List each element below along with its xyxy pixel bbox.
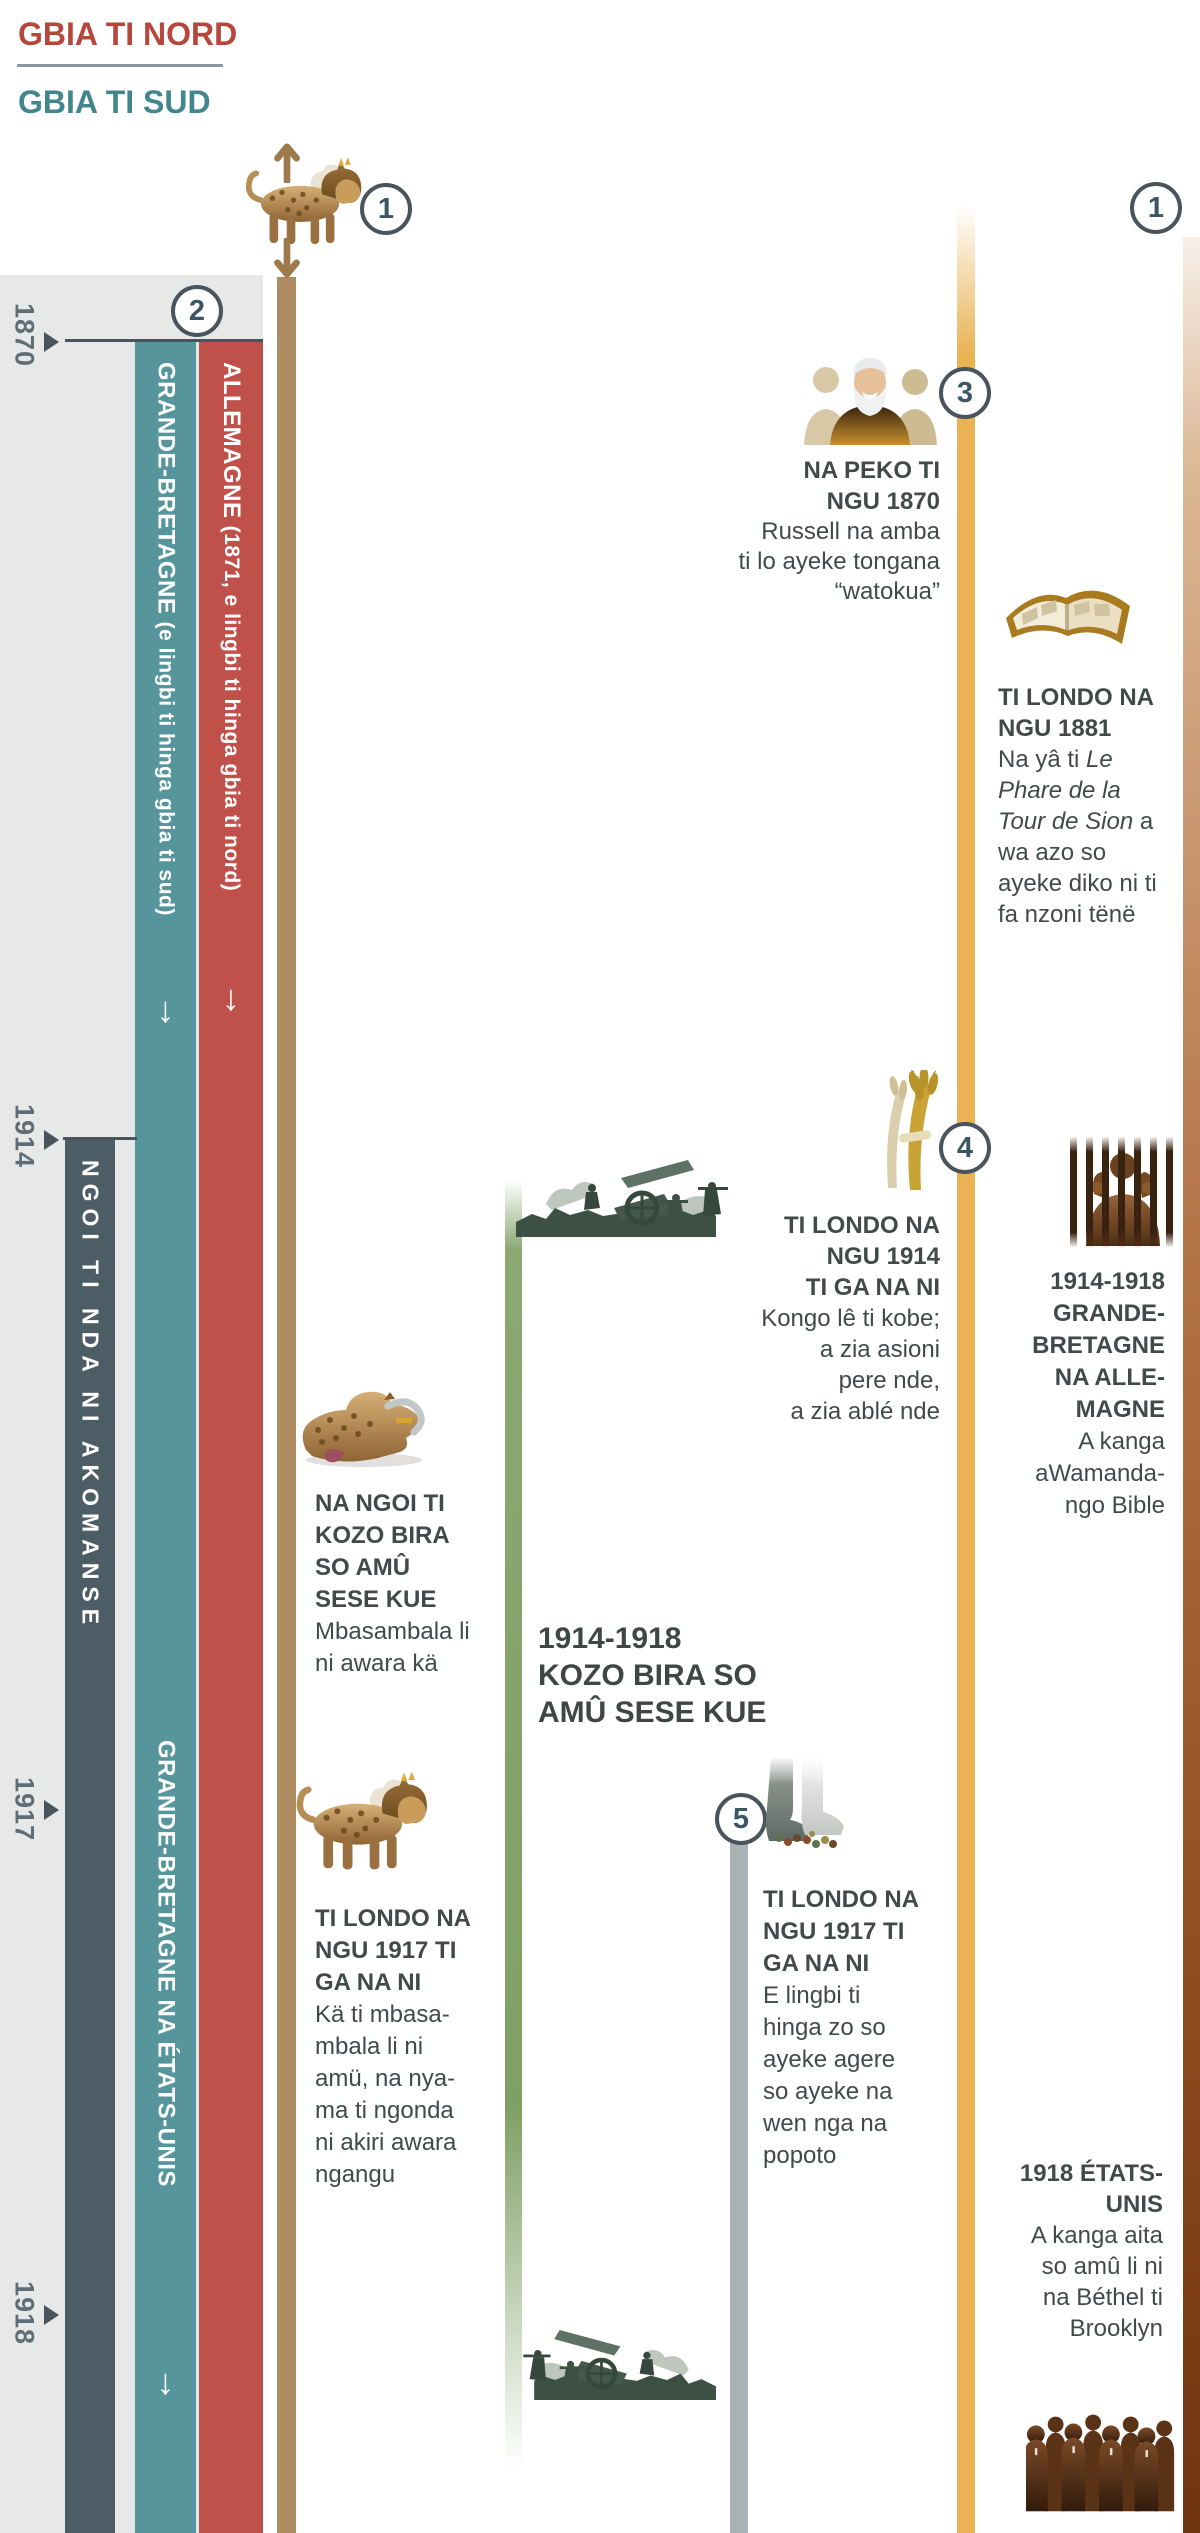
event-tower-1881: TI LONDO NA NGU 1881 Na yâ ti Le Phare d…	[998, 682, 1170, 930]
marker-circle-2: 2	[171, 285, 223, 337]
marker-circle-5: 5	[715, 1793, 767, 1845]
event-feet-1917-heading: TI LONDO NA NGU 1917 TI GA NA NI	[763, 1886, 919, 1977]
event-famine-1914-body: Kongo lê ti kobe; a zia asioni pere nde,…	[761, 1305, 940, 1425]
brothers-group-icon	[1026, 2412, 1184, 2512]
year-1914-marker-icon	[44, 1130, 59, 1150]
year-1917-label: 1917	[9, 1777, 40, 1842]
lion-beast-icon	[240, 158, 364, 246]
britain-us-bar-label-wrap: GRANDE-BRETAGNE NA ÉTATS-UNIS	[135, 1740, 196, 2380]
event-bethel-1918: 1918 ÉTATS- UNIS A kanga aita so amû li …	[1020, 2158, 1163, 2344]
marker-circle-4: 4	[939, 1122, 991, 1174]
beast-track-bar	[277, 277, 296, 2533]
year-1914-label: 1914	[9, 1104, 40, 1169]
germany-bar-label: ALLEMAGNE (1871, e lingbi ti hinga gbia …	[218, 362, 245, 892]
gold-track-bar	[957, 205, 975, 2533]
battle-scene-icon	[516, 1156, 736, 1241]
ww1-label: 1914-1918 KOZO BIRA SO AMÛ SESE KUE	[538, 1622, 767, 1729]
event-feet-1917: TI LONDO NA NGU 1917 TI GA NA NI E lingb…	[763, 1884, 919, 2172]
event-leopard-restrained: NA NGOI TI KOZO BIRA SO AMÛ SESE KUE Mba…	[315, 1488, 470, 1680]
year-1870-marker-icon	[44, 332, 59, 352]
up-arrow-icon	[274, 143, 300, 183]
year-1870: 1870	[5, 303, 43, 383]
feet-track-bar	[730, 1843, 748, 2533]
year-1914: 1914	[5, 1104, 43, 1184]
britain-bar	[135, 342, 196, 2533]
line-1870	[65, 339, 263, 342]
war-track-bar	[505, 1180, 522, 2470]
event-russell-1870-body: Russell na amba ti lo ayeke tongana “wat…	[738, 518, 940, 605]
title-north-kingdom: GBIA TI NORD	[18, 16, 238, 52]
event-bethel-1918-body: A kanga aita so amû li ni na Béthel ti B…	[1030, 2222, 1163, 2342]
leopard-beast-icon	[290, 1772, 430, 1872]
year-1918-marker-icon	[44, 2305, 59, 2325]
russell-portrait	[798, 340, 943, 445]
event-prison-1914-body: A kanga aWamanda- ngo Bible	[1035, 1428, 1165, 1519]
event-russell-1870-heading: NA PEKO TI NGU 1870	[803, 457, 940, 515]
event-famine-1914: TI LONDO NA NGU 1914 TI GA NA NI Kongo l…	[761, 1210, 940, 1427]
germany-bar	[199, 342, 263, 2533]
right-gradient-bar	[1183, 237, 1200, 2533]
marker-circle-1-left: 1	[360, 183, 412, 235]
iron-clay-feet-icon	[755, 1756, 850, 1864]
britain-bar-label-wrap: GRANDE-BRETAGNE (e lingbi ti hinga gbia …	[135, 362, 196, 1062]
down-arrow-icon	[274, 238, 300, 278]
year-1917: 1917	[5, 1777, 43, 1857]
last-days-bar-label-wrap: NGOI TI NDA NI AKOMANSE	[65, 1160, 115, 2160]
header-divider	[17, 64, 223, 67]
wheat-sheaves-icon	[872, 1070, 950, 1192]
britain-us-bar-label: GRANDE-BRETAGNE NA ÉTATS-UNIS	[152, 1740, 180, 2187]
battle-scene-2-icon	[516, 2326, 716, 2404]
event-leopard-1917: TI LONDO NA NGU 1917 TI GA NA NI Kä ti m…	[315, 1903, 471, 2191]
event-bethel-1918-heading: 1918 ÉTATS- UNIS	[1019, 2160, 1163, 2218]
open-book-icon	[1000, 568, 1135, 668]
germany-bar-label-wrap: ALLEMAGNE (1871, e lingbi ti hinga gbia …	[199, 362, 263, 1042]
marker-circle-1-right: 1	[1130, 182, 1182, 234]
britain-bar-label: GRANDE-BRETAGNE (e lingbi ti hinga gbia …	[152, 362, 180, 916]
prisoner-bars-icon	[1068, 1136, 1178, 1248]
event-tower-1881-body: Na yâ ti Le Phare de la Tour de Sion a w…	[998, 746, 1157, 928]
marker-circle-3: 3	[939, 367, 991, 419]
last-days-bar	[65, 1140, 115, 2533]
event-prison-1914-heading: 1914-1918 GRANDE- BRETAGNE NA ALLE- MAGN…	[1032, 1268, 1165, 1423]
line-1914	[63, 1137, 137, 1140]
year-1918-label: 1918	[9, 2281, 40, 2346]
britain-us-bar-down-arrow-icon: ↓	[156, 2361, 175, 2402]
event-famine-1914-heading: TI LONDO NA NGU 1914 TI GA NA NI	[784, 1212, 940, 1301]
title-south-kingdom: GBIA TI SUD	[18, 84, 211, 120]
year-1918: 1918	[5, 2281, 43, 2361]
year-1917-marker-icon	[44, 1800, 59, 1820]
event-leopard-1917-heading: TI LONDO NA NGU 1917 TI GA NA NI	[315, 1905, 471, 1996]
event-leopard-1917-body: Kä ti mbasa- mbala li ni amü, na nya- ma…	[315, 2001, 457, 2188]
britain-bar-down-arrow-icon: ↓	[156, 989, 175, 1030]
event-leopard-restrained-body: Mbasambala li ni awara kä	[315, 1618, 470, 1677]
muzzled-leopard-icon	[292, 1372, 434, 1472]
last-days-bar-label: NGOI TI NDA NI AKOMANSE	[77, 1160, 104, 1632]
event-leopard-restrained-heading: NA NGOI TI KOZO BIRA SO AMÛ SESE KUE	[315, 1490, 450, 1613]
event-feet-1917-body: E lingbi ti hinga zo so ayeke agere so a…	[763, 1982, 896, 2169]
year-1870-label: 1870	[9, 303, 40, 368]
germany-bar-down-arrow-icon: ↓	[222, 977, 240, 1018]
event-tower-1881-heading: TI LONDO NA NGU 1881	[998, 684, 1154, 742]
event-prison-1914: 1914-1918 GRANDE- BRETAGNE NA ALLE- MAGN…	[1032, 1266, 1165, 1522]
event-russell-1870: NA PEKO TI NGU 1870 Russell na amba ti l…	[739, 455, 940, 607]
